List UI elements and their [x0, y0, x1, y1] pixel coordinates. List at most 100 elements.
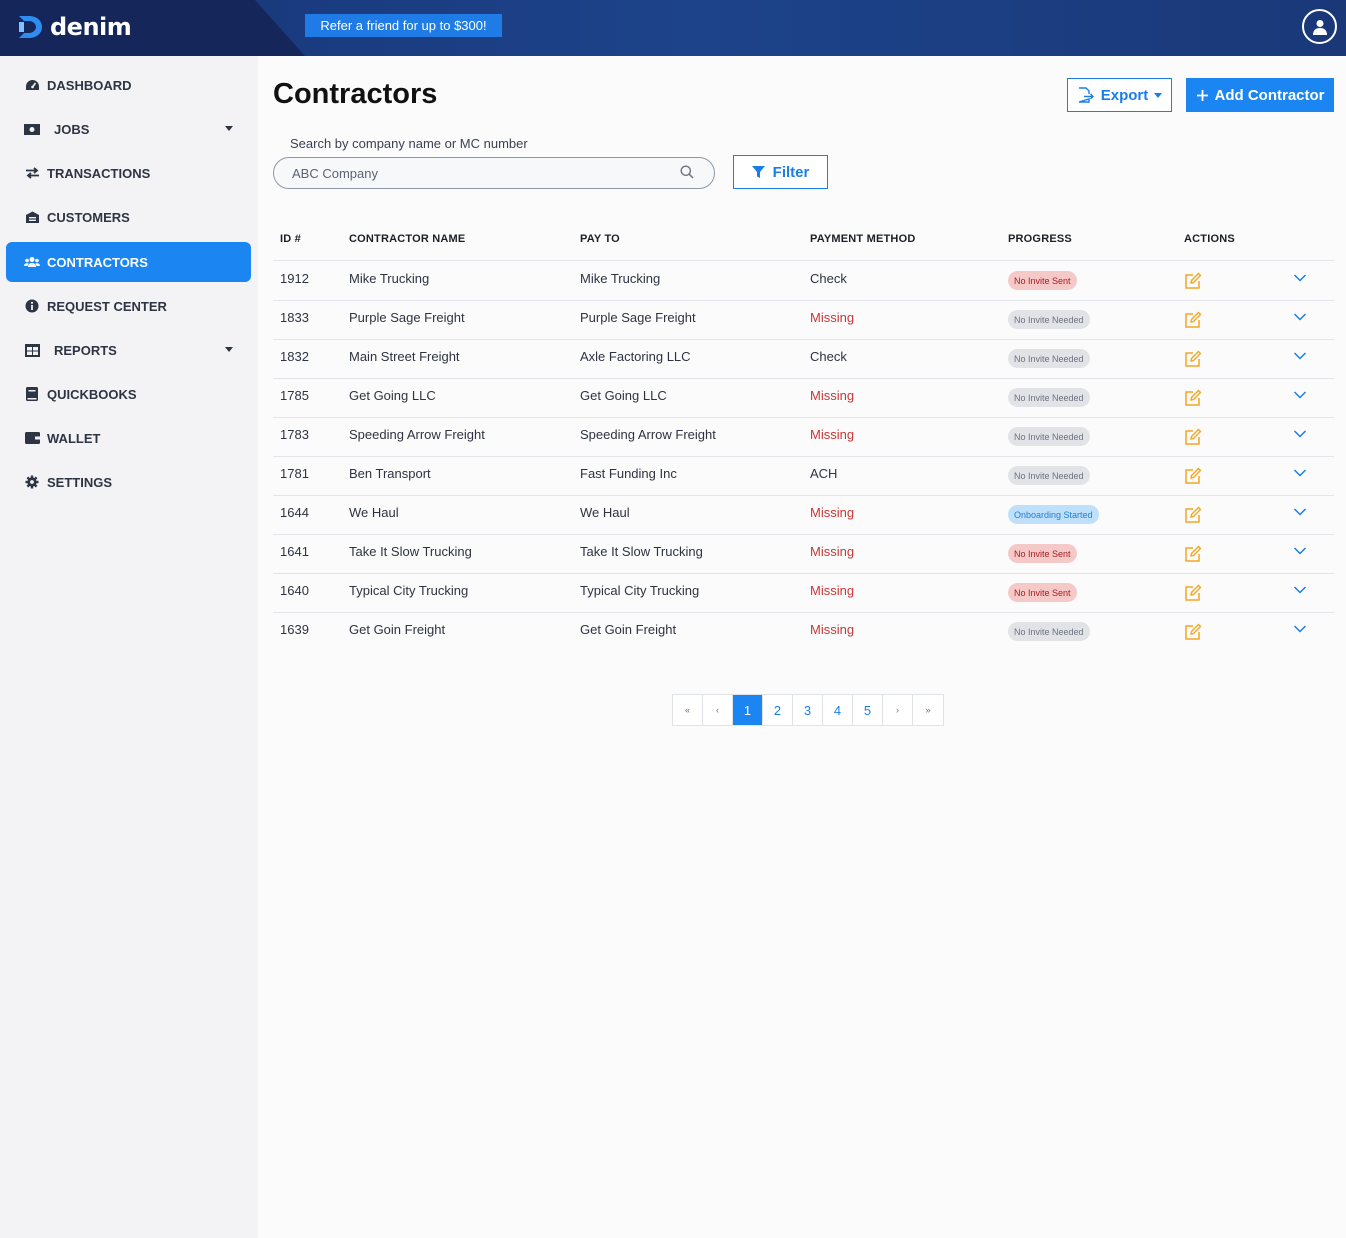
page-button-3[interactable]: 3: [793, 695, 823, 725]
status-badge: No Invite Needed: [1008, 622, 1090, 641]
search-input[interactable]: [292, 165, 662, 181]
table-row[interactable]: 1832 Main Street Freight Axle Factoring LL…: [273, 340, 1334, 379]
edit-icon[interactable]: [1184, 428, 1202, 446]
cell-pay-to: Fast Funding Inc: [580, 466, 677, 481]
user-menu-button[interactable]: [1302, 9, 1337, 44]
status-badge: No Invite Needed: [1008, 388, 1090, 407]
logo[interactable]: denim: [16, 11, 132, 43]
cell-contractor-name: Typical City Trucking: [349, 583, 469, 598]
info-icon: [24, 299, 40, 313]
sidebar-item-reports[interactable]: REPORTS: [6, 330, 251, 370]
chevron-down-icon[interactable]: [1293, 390, 1307, 400]
column-header-pay-to: PAY TO: [580, 233, 620, 245]
chevron-down-icon[interactable]: [1293, 507, 1307, 517]
filter-button[interactable]: Filter: [733, 155, 828, 189]
sidebar-item-wallet[interactable]: WALLET: [6, 418, 251, 458]
sidebar-item-jobs[interactable]: JOBS: [6, 109, 251, 149]
edit-icon[interactable]: [1184, 467, 1202, 485]
sidebar-item-settings[interactable]: SETTINGS: [6, 462, 251, 502]
export-button[interactable]: Export: [1067, 78, 1172, 112]
table-row[interactable]: 1641 Take It Slow Trucking Take It Slow Tr…: [273, 535, 1334, 574]
page-button-2[interactable]: 2: [763, 695, 793, 725]
sidebar-item-label: QUICKBOOKS: [47, 386, 137, 402]
cell-id: 1644: [280, 505, 309, 520]
table-row[interactable]: 1783 Speeding Arrow Freight Speeding Arrow…: [273, 418, 1334, 457]
edit-icon[interactable]: [1184, 623, 1202, 641]
cell-contractor-name: Get Goin Freight: [349, 622, 446, 637]
chevron-down-icon[interactable]: [1293, 624, 1307, 634]
prev-page-button[interactable]: ‹: [703, 695, 733, 725]
top-bar: denim Refer a friend for up to $300!: [0, 0, 1346, 56]
edit-icon[interactable]: [1184, 350, 1202, 368]
edit-icon[interactable]: [1184, 506, 1202, 524]
cell-contractor-name: Speeding Arrow Freight: [349, 427, 485, 442]
logo-text: denim: [50, 13, 132, 41]
cell-pay-to: Mike Trucking: [580, 271, 661, 286]
sidebar-item-label: JOBS: [54, 121, 90, 137]
table-row[interactable]: 1833 Purple Sage Freight Purple Sage Freig…: [273, 301, 1334, 340]
page-button-4[interactable]: 4: [823, 695, 853, 725]
cell-payment-method: Missing: [810, 583, 855, 598]
chevron-down-icon[interactable]: [1293, 273, 1307, 283]
page-button-5[interactable]: 5: [853, 695, 883, 725]
cell-id: 1783: [280, 427, 309, 442]
table-row[interactable]: 1644 We Haul We Haul Missing Onboarding Star…: [273, 496, 1334, 535]
user-icon: [1312, 19, 1327, 35]
sidebar-item-dashboard[interactable]: DASHBOARD: [6, 65, 251, 105]
status-badge: No Invite Needed: [1008, 427, 1090, 446]
status-badge: No Invite Needed: [1008, 349, 1090, 368]
chevron-down-icon[interactable]: [1293, 429, 1307, 439]
cell-pay-to: Get Goin Freight: [580, 622, 677, 637]
cell-pay-to: Axle Factoring LLC: [580, 349, 691, 364]
chevron-down-icon[interactable]: [1293, 468, 1307, 478]
sidebar-item-transactions[interactable]: TRANSACTIONS: [6, 153, 251, 193]
add-contractor-button[interactable]: Add Contractor: [1186, 78, 1334, 112]
edit-icon[interactable]: [1184, 311, 1202, 329]
table-row[interactable]: 1785 Get Going LLC Get Going LLC Missing No …: [273, 379, 1334, 418]
column-header-contractor-name: CONTRACTOR NAME: [349, 233, 466, 245]
edit-icon[interactable]: [1184, 584, 1202, 602]
sidebar-item-customers[interactable]: CUSTOMERS: [6, 197, 251, 237]
sidebar-item-request-center[interactable]: REQUEST CENTER: [6, 286, 251, 326]
filter-icon: [751, 165, 765, 178]
edit-icon[interactable]: [1184, 545, 1202, 563]
cell-contractor-name: Take It Slow Trucking: [349, 544, 472, 559]
sidebar-item-quickbooks[interactable]: QUICKBOOKS: [6, 374, 251, 414]
sidebar-item-contractors[interactable]: CONTRACTORS: [6, 242, 251, 282]
cell-payment-method: Missing: [810, 622, 855, 637]
cell-payment-method: Missing: [810, 427, 855, 442]
chevron-down-icon[interactable]: [1293, 546, 1307, 556]
first-page-button[interactable]: «: [673, 695, 703, 725]
cell-pay-to: Typical City Trucking: [580, 583, 700, 598]
next-page-button[interactable]: ›: [883, 695, 913, 725]
table-row[interactable]: 1912 Mike Trucking Mike Trucking Check No In…: [273, 262, 1334, 301]
chevron-down-icon[interactable]: [1293, 585, 1307, 595]
status-badge: No Invite Sent: [1008, 583, 1077, 602]
refer-friend-button[interactable]: Refer a friend for up to $300!: [305, 14, 502, 37]
table-row[interactable]: 1640 Typical City Trucking Typical City Tr…: [273, 574, 1334, 613]
edit-icon[interactable]: [1184, 389, 1202, 407]
sidebar-item-label: REQUEST CENTER: [47, 298, 167, 314]
edit-icon[interactable]: [1184, 272, 1202, 290]
chevron-down-icon[interactable]: [1293, 351, 1307, 361]
sidebar-item-label: REPORTS: [54, 342, 117, 358]
search-field[interactable]: [273, 157, 715, 189]
cell-contractor-name: Get Going LLC: [349, 388, 436, 403]
money-icon: [24, 122, 40, 136]
column-header-payment-method: PAYMENT METHOD: [810, 233, 916, 245]
cell-id: 1639: [280, 622, 309, 637]
column-header-progress: PROGRESS: [1008, 233, 1072, 245]
sidebar-item-label: WALLET: [47, 430, 101, 446]
status-badge: No Invite Needed: [1008, 310, 1090, 329]
cell-id: 1785: [280, 388, 309, 403]
page-button-1[interactable]: 1: [733, 695, 763, 725]
sidebar: DASHBOARD JOBS TRANSACTIONS CUSTOMERS CO…: [0, 56, 258, 1238]
chevron-down-icon[interactable]: [1293, 312, 1307, 322]
cell-payment-method: Check: [810, 349, 847, 364]
status-badge: No Invite Sent: [1008, 544, 1077, 563]
last-page-button[interactable]: »: [913, 695, 943, 725]
search-icon[interactable]: [680, 165, 694, 179]
table-row[interactable]: 1781 Ben Transport Fast Funding Inc ACH No I…: [273, 457, 1334, 496]
table-row[interactable]: 1639 Get Goin Freight Get Goin Freight Miss…: [273, 613, 1334, 652]
sidebar-item-label: SETTINGS: [47, 474, 113, 490]
